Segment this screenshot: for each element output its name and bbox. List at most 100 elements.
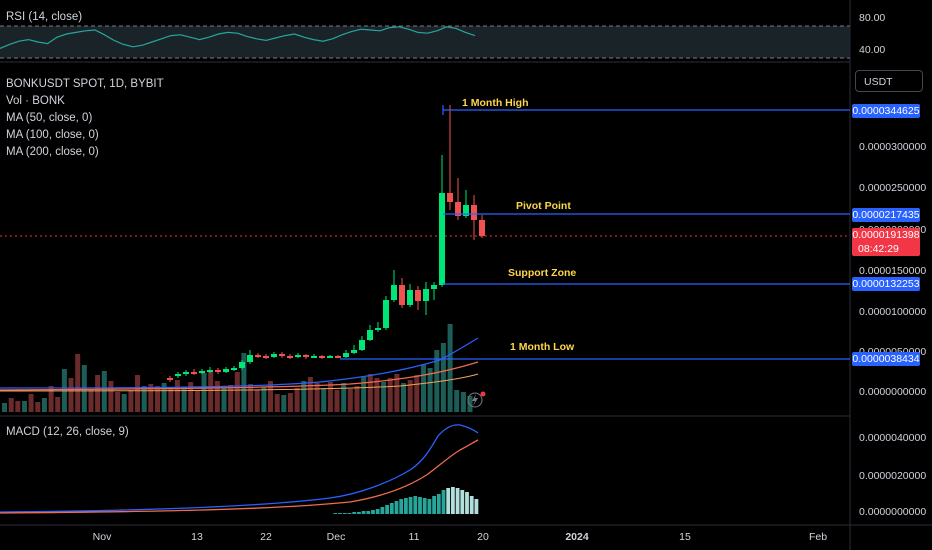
macd-signal-line bbox=[0, 439, 479, 514]
volume-bar bbox=[141, 386, 147, 412]
macd-histogram-bar bbox=[455, 488, 460, 514]
ma-50-legend: MA (50, close, 0) bbox=[6, 112, 93, 124]
x-axis-label: Feb bbox=[808, 531, 828, 543]
candle-body bbox=[303, 355, 309, 357]
support-annotation: Support Zone bbox=[508, 267, 577, 279]
macd-histogram-bar bbox=[418, 497, 422, 514]
candle-body bbox=[175, 374, 181, 376]
candle-body bbox=[423, 289, 429, 301]
price-label: 0.0000150000 bbox=[859, 265, 927, 277]
candle-body bbox=[319, 356, 325, 358]
macd-histogram-bar bbox=[441, 490, 446, 514]
volume-bar bbox=[101, 371, 107, 412]
volume-bar bbox=[354, 386, 360, 412]
ma-100-legend: MA (100, close, 0) bbox=[6, 129, 99, 141]
x-axis-label: 22 bbox=[260, 531, 272, 543]
volume-bar bbox=[341, 383, 347, 412]
candle-body bbox=[167, 378, 173, 380]
volume-legend: Vol · BONK bbox=[6, 95, 65, 107]
candle-body bbox=[231, 368, 237, 370]
lightning-icon bbox=[467, 392, 483, 408]
pivot-price-tag: 0.0000217435 bbox=[852, 208, 920, 222]
candle-body bbox=[287, 356, 293, 358]
volume-bar bbox=[268, 381, 273, 412]
volume-bar bbox=[374, 378, 380, 412]
pivot-annotation: Pivot Point bbox=[516, 200, 571, 212]
volume-bar bbox=[248, 384, 254, 412]
macd-level: 0.0000000000 bbox=[859, 506, 927, 518]
candle-body bbox=[367, 330, 373, 340]
candle-body bbox=[335, 356, 341, 358]
macd-histogram-bar bbox=[375, 509, 380, 514]
candle-body bbox=[415, 290, 421, 301]
volume-bar bbox=[108, 381, 114, 412]
volume-bar bbox=[88, 389, 94, 412]
volume-bar bbox=[181, 387, 187, 412]
macd-histogram-bar bbox=[385, 505, 389, 514]
candle-body bbox=[311, 356, 317, 358]
macd-level: 0.0000040000 bbox=[859, 432, 927, 444]
candle-body bbox=[183, 372, 189, 374]
candle-body bbox=[391, 285, 397, 300]
macd-histogram-bar bbox=[460, 490, 465, 514]
volume-bar bbox=[35, 402, 41, 412]
volume-bar bbox=[201, 373, 207, 412]
volume-bar bbox=[294, 388, 300, 412]
volume-bar bbox=[168, 388, 174, 412]
rsi-legend: RSI (14, close) bbox=[6, 11, 83, 23]
macd-histogram-bar bbox=[436, 494, 441, 514]
macd-histogram-bar bbox=[347, 513, 352, 514]
volume-bar bbox=[241, 353, 247, 412]
volume-bar bbox=[347, 389, 353, 412]
macd-histogram-bar bbox=[394, 501, 399, 514]
symbol-title: BONKUSDT SPOT, 1D, BYBIT bbox=[6, 78, 164, 90]
volume-bar bbox=[8, 398, 14, 412]
volume-bar bbox=[454, 390, 460, 412]
volume-bar bbox=[221, 388, 227, 412]
macd-histogram-bar bbox=[404, 498, 408, 514]
volume-bar bbox=[161, 383, 167, 412]
candle-body bbox=[199, 371, 205, 373]
volume-bar bbox=[394, 374, 400, 412]
price-label: 0.0000100000 bbox=[859, 306, 927, 318]
candle-body bbox=[343, 353, 349, 357]
support-price-tag: 0.0000132253 bbox=[852, 277, 920, 291]
volume-bar bbox=[228, 385, 234, 412]
month-low-price-tag: 0.0000038434 bbox=[852, 352, 920, 366]
volume-bar bbox=[28, 394, 34, 412]
macd-histogram-bar bbox=[474, 499, 479, 514]
rsi-level-80: 80.00 bbox=[859, 12, 886, 24]
volume-bar bbox=[194, 390, 200, 412]
month-high-price-tag: 0.0000344625 bbox=[852, 104, 920, 118]
macd-histogram-bar bbox=[366, 511, 371, 514]
candle-body bbox=[375, 328, 381, 330]
candle-body bbox=[223, 369, 229, 372]
alert-dot-icon bbox=[480, 391, 486, 397]
x-axis-label: 13 bbox=[191, 531, 203, 543]
ma-100-line bbox=[0, 361, 479, 391]
candle-body bbox=[191, 372, 197, 374]
volume-bar bbox=[135, 375, 140, 412]
rsi-level-40: 40.00 bbox=[859, 44, 886, 56]
macd-level: 0.0000020000 bbox=[859, 470, 927, 482]
volume-bar bbox=[75, 354, 81, 412]
candle-body bbox=[207, 370, 213, 372]
candle-body bbox=[263, 356, 269, 358]
volume-bar bbox=[361, 377, 367, 412]
volume-bar bbox=[434, 350, 440, 412]
volume-bar bbox=[188, 382, 194, 412]
current-price-tag: 0.0000191398 bbox=[852, 228, 920, 242]
candle-body bbox=[239, 362, 245, 368]
rsi-band bbox=[0, 26, 850, 58]
volume-bar bbox=[407, 380, 413, 412]
macd-histogram-bar bbox=[469, 496, 474, 514]
volume-bar bbox=[68, 378, 74, 412]
candle-body bbox=[327, 356, 333, 358]
volume-bar bbox=[367, 374, 373, 412]
volume-bar bbox=[254, 390, 260, 412]
volume-bar bbox=[121, 394, 127, 412]
volume-bar bbox=[234, 372, 240, 412]
volume-bar bbox=[327, 382, 333, 412]
currency-selector[interactable]: USDT bbox=[855, 70, 923, 92]
